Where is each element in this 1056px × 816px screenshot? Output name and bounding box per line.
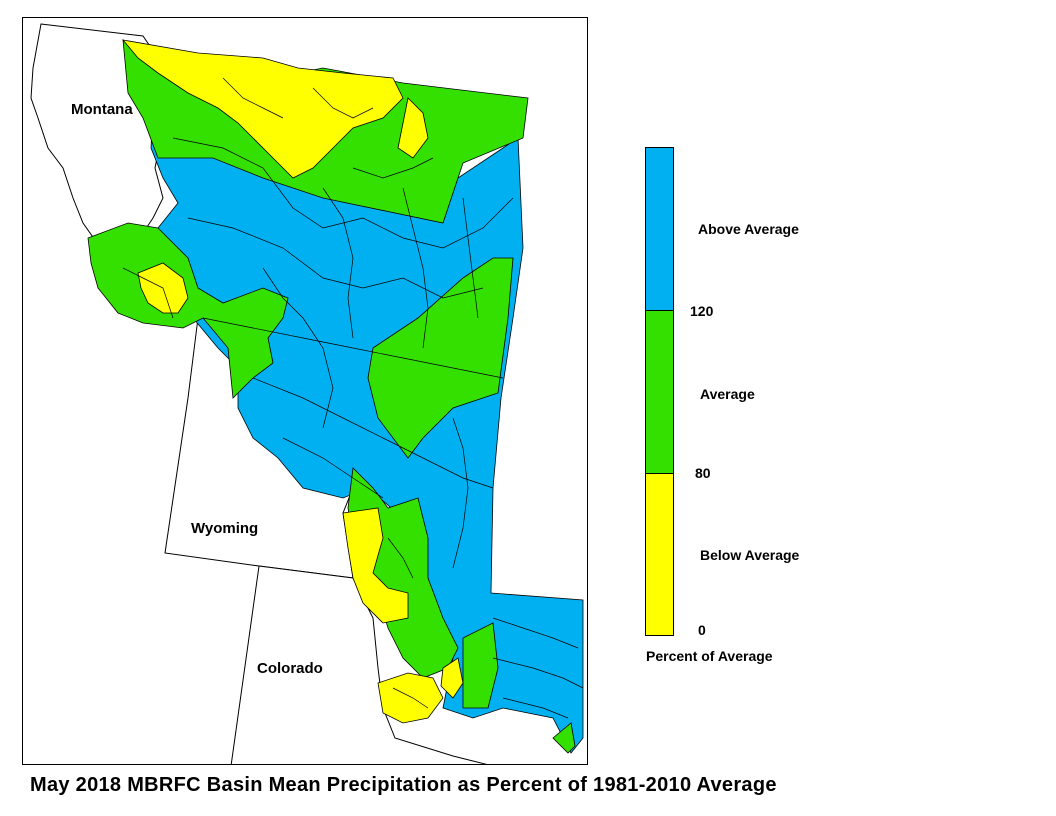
basin-boundaries: [122, 77, 584, 719]
legend-below-swatch: [645, 473, 674, 636]
legend-color-bar: [645, 147, 674, 636]
legend-above-swatch: [645, 147, 674, 311]
legend-average-label: Average: [700, 386, 755, 402]
wyoming-label: Wyoming: [191, 520, 259, 537]
basin-map: [30, 23, 584, 764]
legend-average-swatch: [645, 310, 674, 474]
legend-below-label: Below Average: [700, 547, 800, 563]
map-frame: Montana Wyoming Colorado: [22, 17, 588, 765]
colorado-label: Colorado: [257, 660, 323, 677]
map-caption: May 2018 MBRFC Basin Mean Precipitation …: [30, 774, 777, 796]
legend-tick-80: 80: [695, 465, 711, 481]
legend-tick-120: 120: [690, 303, 714, 319]
legend-tick-0: 0: [698, 622, 706, 638]
legend-title: Percent of Average: [646, 648, 773, 664]
montana-label: Montana: [71, 101, 133, 118]
legend-above-label: Above Average: [698, 221, 799, 237]
below-average-region: [121, 39, 464, 724]
